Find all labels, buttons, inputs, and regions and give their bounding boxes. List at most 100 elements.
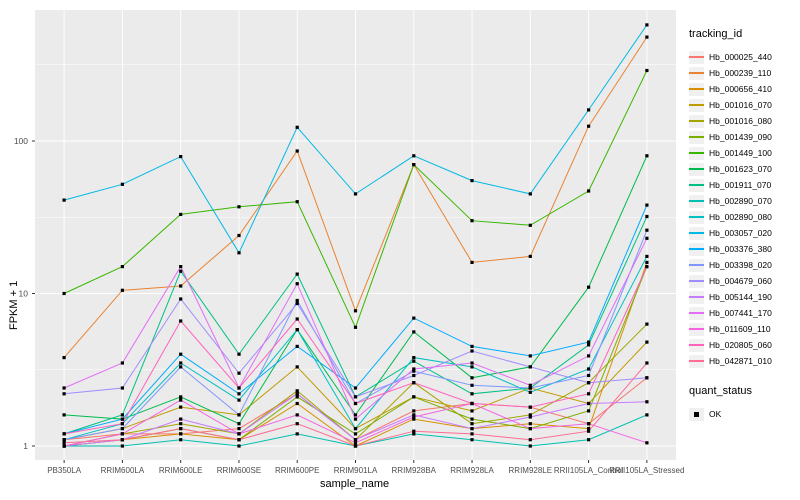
data-point (528, 390, 532, 394)
quant-status-legend: quant_status OK (689, 385, 799, 422)
x-tick-label: RRIM928LA (450, 466, 494, 475)
data-point (62, 356, 66, 360)
data-point (237, 398, 241, 402)
legend-item-label: Hb_000239_110 (709, 68, 772, 78)
data-point (528, 192, 532, 196)
quant-legend-item: OK (689, 406, 799, 422)
legend-item-Hb_007441_170: Hb_007441_170 (689, 305, 799, 321)
legend-item-label: Hb_001449_100 (709, 148, 772, 158)
legend-key-icon (689, 162, 704, 176)
data-point (412, 356, 416, 360)
legend-item-label: Hb_002890_080 (709, 212, 772, 222)
data-point (412, 395, 416, 399)
data-point (587, 189, 591, 193)
data-point (470, 179, 474, 183)
data-point (645, 154, 649, 158)
data-point (587, 108, 591, 112)
data-point (179, 319, 183, 323)
data-point (528, 415, 532, 419)
data-point (353, 427, 358, 431)
data-point (62, 441, 66, 445)
data-point (237, 251, 241, 255)
legend-items: Hb_000025_440 Hb_000239_110 Hb_000656_410 H… (689, 49, 799, 369)
legend-item-label: Hb_001016_080 (709, 116, 772, 126)
x-tick-label: PB350LA (47, 466, 81, 475)
legend: tracking_id Hb_000025_440 Hb_000239_110 Hb… (689, 28, 799, 422)
data-point (120, 427, 124, 431)
data-point (587, 422, 591, 426)
data-point (295, 344, 299, 348)
data-point (587, 373, 591, 378)
y-tick-label: 10 (19, 289, 29, 299)
legend-item-Hb_003057_020: Hb_003057_020 (689, 225, 799, 241)
quant-legend-title: quant_status (689, 385, 752, 397)
data-point (237, 233, 241, 238)
legend-item-Hb_011609_110: Hb_011609_110 (689, 321, 799, 337)
data-point (587, 340, 591, 344)
data-point (237, 444, 241, 448)
data-point (412, 381, 416, 385)
data-point (237, 438, 241, 442)
data-point (295, 392, 299, 396)
data-point (412, 369, 416, 373)
data-point (645, 254, 649, 258)
legend-item-label: Hb_003376_380 (709, 244, 772, 254)
data-point (645, 322, 649, 326)
legend-item-Hb_020805_060: Hb_020805_060 (689, 337, 799, 353)
legend-key-icon (689, 210, 704, 224)
data-point (470, 361, 474, 365)
data-point (528, 405, 532, 409)
data-point (645, 340, 649, 344)
quant-legend-label: OK (709, 409, 722, 419)
data-point (645, 203, 649, 207)
legend-item-label: Hb_020805_060 (709, 340, 772, 350)
data-point (179, 297, 183, 301)
legend-title: tracking_id (689, 28, 743, 40)
legend-key-icon (689, 226, 704, 240)
data-point (179, 155, 183, 159)
data-point (295, 282, 299, 286)
legend-item-label: Hb_004679_060 (709, 276, 772, 286)
legend-key-icon (689, 354, 704, 368)
data-point (587, 438, 591, 442)
data-point (470, 344, 474, 348)
legend-key-icon (689, 322, 704, 336)
data-point (179, 398, 183, 402)
data-point (179, 352, 183, 356)
legend-item-label: Hb_005144_190 (709, 292, 772, 302)
data-point (412, 417, 416, 421)
data-point (587, 343, 591, 347)
data-point (645, 441, 649, 445)
data-point (645, 23, 649, 27)
data-point (470, 422, 474, 426)
y-tick-label: 100 (14, 136, 28, 146)
legend-key-icon (689, 274, 704, 288)
legend-item-Hb_001449_100: Hb_001449_100 (689, 145, 799, 161)
data-point (120, 438, 124, 442)
data-point (587, 367, 591, 371)
legend-line-swatch (689, 184, 704, 186)
data-point (412, 409, 416, 413)
data-point (470, 417, 474, 421)
legend-item-Hb_001911_070: Hb_001911_070 (689, 177, 799, 193)
legend-key-icon (689, 242, 704, 256)
legend-item-Hb_005144_190: Hb_005144_190 (689, 289, 799, 305)
data-point (237, 371, 241, 375)
data-point (645, 413, 649, 417)
data-point (237, 413, 241, 417)
legend-item-Hb_003376_380: Hb_003376_380 (689, 241, 799, 257)
legend-line-swatch (689, 264, 704, 266)
data-point (353, 325, 358, 329)
data-point (120, 413, 124, 417)
data-point (587, 409, 591, 413)
data-point (528, 365, 532, 369)
data-point (470, 427, 474, 431)
data-point (295, 389, 299, 393)
legend-key-icon (689, 82, 704, 96)
data-point (295, 432, 299, 436)
data-point (470, 401, 474, 406)
data-point (179, 395, 183, 399)
legend-line-swatch (689, 296, 704, 298)
data-point (179, 405, 183, 409)
